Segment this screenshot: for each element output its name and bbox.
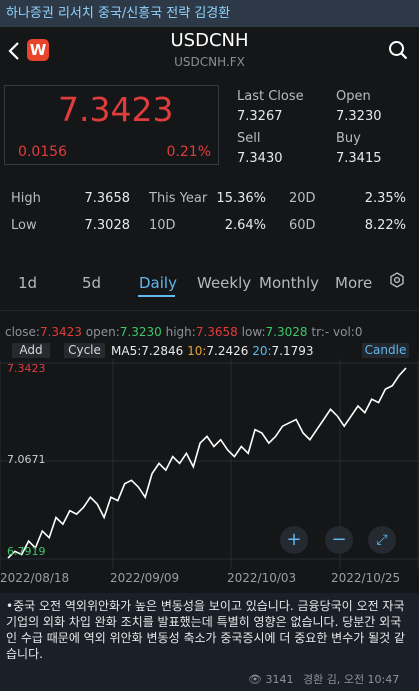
price-box: 7.3423 0.0156 0.21% [4, 85, 219, 165]
y-tick-label-mid: 7.0671 [7, 453, 46, 466]
zoom-in-button[interactable]: + [280, 526, 308, 554]
low-ohlc-value: 7.3028 [265, 325, 308, 339]
ma10-value: 7.2426 [206, 344, 249, 358]
tab-more[interactable]: More [335, 274, 373, 292]
app-logo: W [27, 39, 49, 61]
vol-label: vol: [333, 325, 355, 339]
plus-icon: + [286, 529, 302, 550]
high-label: High [11, 191, 41, 206]
tab-1d[interactable]: 1d [18, 274, 38, 292]
active-tab-indicator [138, 295, 175, 297]
tab-monthly[interactable]: Monthly [259, 274, 320, 292]
expand-icon: ⤢ [376, 532, 388, 548]
high-ohlc-label: high: [165, 325, 196, 339]
10d-label: 10D [149, 218, 176, 233]
price-line [7, 367, 407, 559]
this-year-label: This Year [149, 191, 208, 206]
candle-toggle-button[interactable]: Candle [362, 343, 409, 358]
y-tick-label-bottom: 6.7919 [7, 545, 46, 558]
symbol-subtitle: USDCNH.FX [174, 55, 245, 69]
ma20-value: 7.1793 [271, 344, 314, 358]
x-tick-label: 2022/08/18 [0, 571, 70, 585]
last-close-label: Last Close [237, 89, 304, 104]
20d-value: 2.35% [364, 191, 406, 206]
tab-daily[interactable]: Daily [139, 274, 177, 292]
view-count: 3141 [265, 673, 294, 686]
tab-5d[interactable]: 5d [82, 274, 102, 292]
10d-value: 2.64% [224, 218, 266, 233]
low-ohlc-label: low: [241, 325, 266, 339]
x-tick-label: 2022/09/09 [110, 571, 180, 585]
symbol-title: USDCNH [170, 30, 249, 51]
vol-value: 0 [354, 325, 363, 339]
zoom-out-button[interactable]: − [325, 526, 353, 554]
top-bar: W USDCNH USDCNH.FX [0, 27, 419, 77]
price-change-percent: 0.21% [166, 144, 211, 160]
author-time: 경환 김, 오전 10:47 [302, 673, 400, 686]
sell-label: Sell [237, 131, 261, 146]
minus-icon: − [331, 529, 347, 550]
sell-value: 7.3430 [237, 151, 283, 166]
ohlc-readout: close:7.3423 open:7.3230 high:7.3658 low… [5, 325, 363, 339]
cycle-button[interactable]: Cycle [64, 343, 105, 358]
ma5-value: 7.2846 [141, 344, 184, 358]
open-ohlc-value: 7.3230 [119, 325, 162, 339]
high-value: 7.3658 [84, 191, 131, 206]
divider [0, 310, 419, 311]
20d-label: 20D [289, 191, 316, 206]
buy-label: Buy [336, 131, 361, 146]
add-indicator-button[interactable]: Add [12, 343, 50, 358]
message-meta: 👁 3141 경환 김, 오전 10:47 [248, 671, 399, 687]
channel-title: 하나증권 리서치 중국/신흥국 전략 김경환 [0, 0, 419, 27]
open-label: Open [336, 89, 371, 104]
settings-icon[interactable] [389, 272, 405, 288]
ma10-label: 10: [187, 344, 207, 358]
price-chart[interactable]: 7.3423 7.0671 6.7919 [0, 359, 419, 569]
message-bubble: •중국 오전 역외위안화가 높은 변동성을 보이고 있습니다. 금융당국이 오전… [0, 593, 419, 691]
close-value: 7.3423 [39, 325, 82, 339]
low-value: 7.3028 [84, 218, 131, 233]
high-ohlc-value: 7.3658 [195, 325, 238, 339]
close-label: close: [5, 325, 40, 339]
open-value: 7.3230 [336, 109, 382, 124]
screenshot-frame: W USDCNH USDCNH.FX 7.3423 0.0156 0.21% L… [0, 27, 419, 593]
60d-value: 8.22% [364, 218, 406, 233]
y-tick-label-top: 7.3423 [7, 362, 46, 375]
x-tick-label: 2022/10/25 [331, 571, 401, 585]
search-icon[interactable] [388, 40, 408, 60]
tr-label: tr: [311, 325, 325, 339]
ma5-label: MA5: [111, 344, 142, 358]
this-year-value: 15.36% [216, 191, 266, 206]
last-price: 7.3423 [58, 90, 174, 129]
price-change: 0.0156 [18, 144, 67, 160]
tr-value: - [324, 325, 330, 339]
low-label: Low [11, 218, 37, 233]
eye-icon: 👁 [248, 673, 262, 686]
x-tick-label: 2022/10/03 [227, 571, 297, 585]
fullscreen-button[interactable]: ⤢ [368, 526, 396, 554]
last-close-value: 7.3267 [237, 109, 283, 124]
back-arrow-icon[interactable] [7, 41, 21, 61]
buy-value: 7.3415 [336, 151, 382, 166]
message-text: •중국 오전 역외위안화가 높은 변동성을 보이고 있습니다. 금융당국이 오전… [6, 599, 406, 661]
tab-weekly[interactable]: Weekly [197, 274, 252, 292]
open-ohlc-label: open: [85, 325, 120, 339]
60d-label: 60D [289, 218, 316, 233]
ma20-label: 20: [252, 344, 272, 358]
ma-readout: MA5:7.2846 10:7.2426 20:7.1793 [111, 344, 314, 358]
